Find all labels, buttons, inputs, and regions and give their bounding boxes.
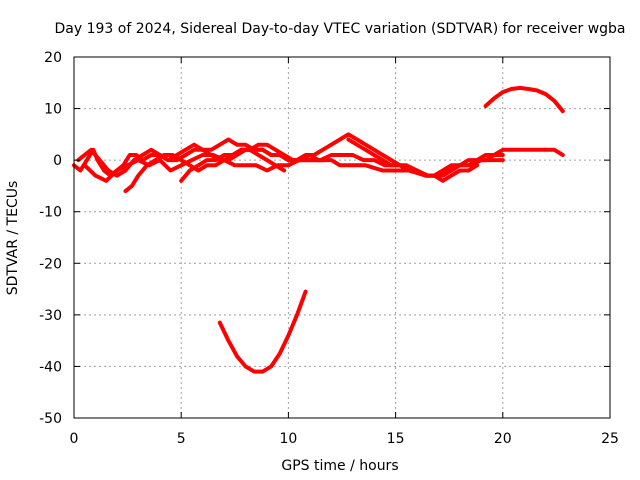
y-tick-labels: -50 -40 -30 -20 -10 0 10 20 xyxy=(39,50,62,427)
series-trace-5 xyxy=(179,142,329,183)
x-tick-labels: 0 5 10 15 20 25 xyxy=(70,431,619,447)
y-tick-label: -30 xyxy=(39,308,62,324)
y-tick-label: -10 xyxy=(39,205,62,221)
y-tick-label: 20 xyxy=(44,50,62,66)
x-tick-label: 25 xyxy=(601,431,619,447)
y-tick-label: -40 xyxy=(39,359,62,375)
grid xyxy=(74,57,610,418)
y-tick-label: 0 xyxy=(53,153,62,169)
x-tick-label: 5 xyxy=(177,431,186,447)
series-trace-4 xyxy=(123,147,287,194)
series-trace-6 xyxy=(346,137,480,183)
x-tick-label: 20 xyxy=(494,431,512,447)
y-tick-label: -20 xyxy=(39,256,62,272)
y-tick-label: -50 xyxy=(39,411,62,427)
x-tick-label: 15 xyxy=(387,431,405,447)
series-layer xyxy=(72,85,565,374)
series-trace-8 xyxy=(217,289,308,374)
x-axis-label: GPS time / hours xyxy=(281,458,398,474)
plot-frame xyxy=(73,56,611,419)
x-tick-label: 0 xyxy=(70,431,79,447)
y-axis-label: SDTVAR / TECUs xyxy=(5,181,21,296)
tick-marks xyxy=(73,56,611,419)
y-tick-label: 10 xyxy=(44,102,62,118)
x-tick-label: 10 xyxy=(279,431,297,447)
chart-title: Day 193 of 2024, Sidereal Day-to-day VTE… xyxy=(54,21,625,37)
series-trace-7 xyxy=(483,85,565,114)
